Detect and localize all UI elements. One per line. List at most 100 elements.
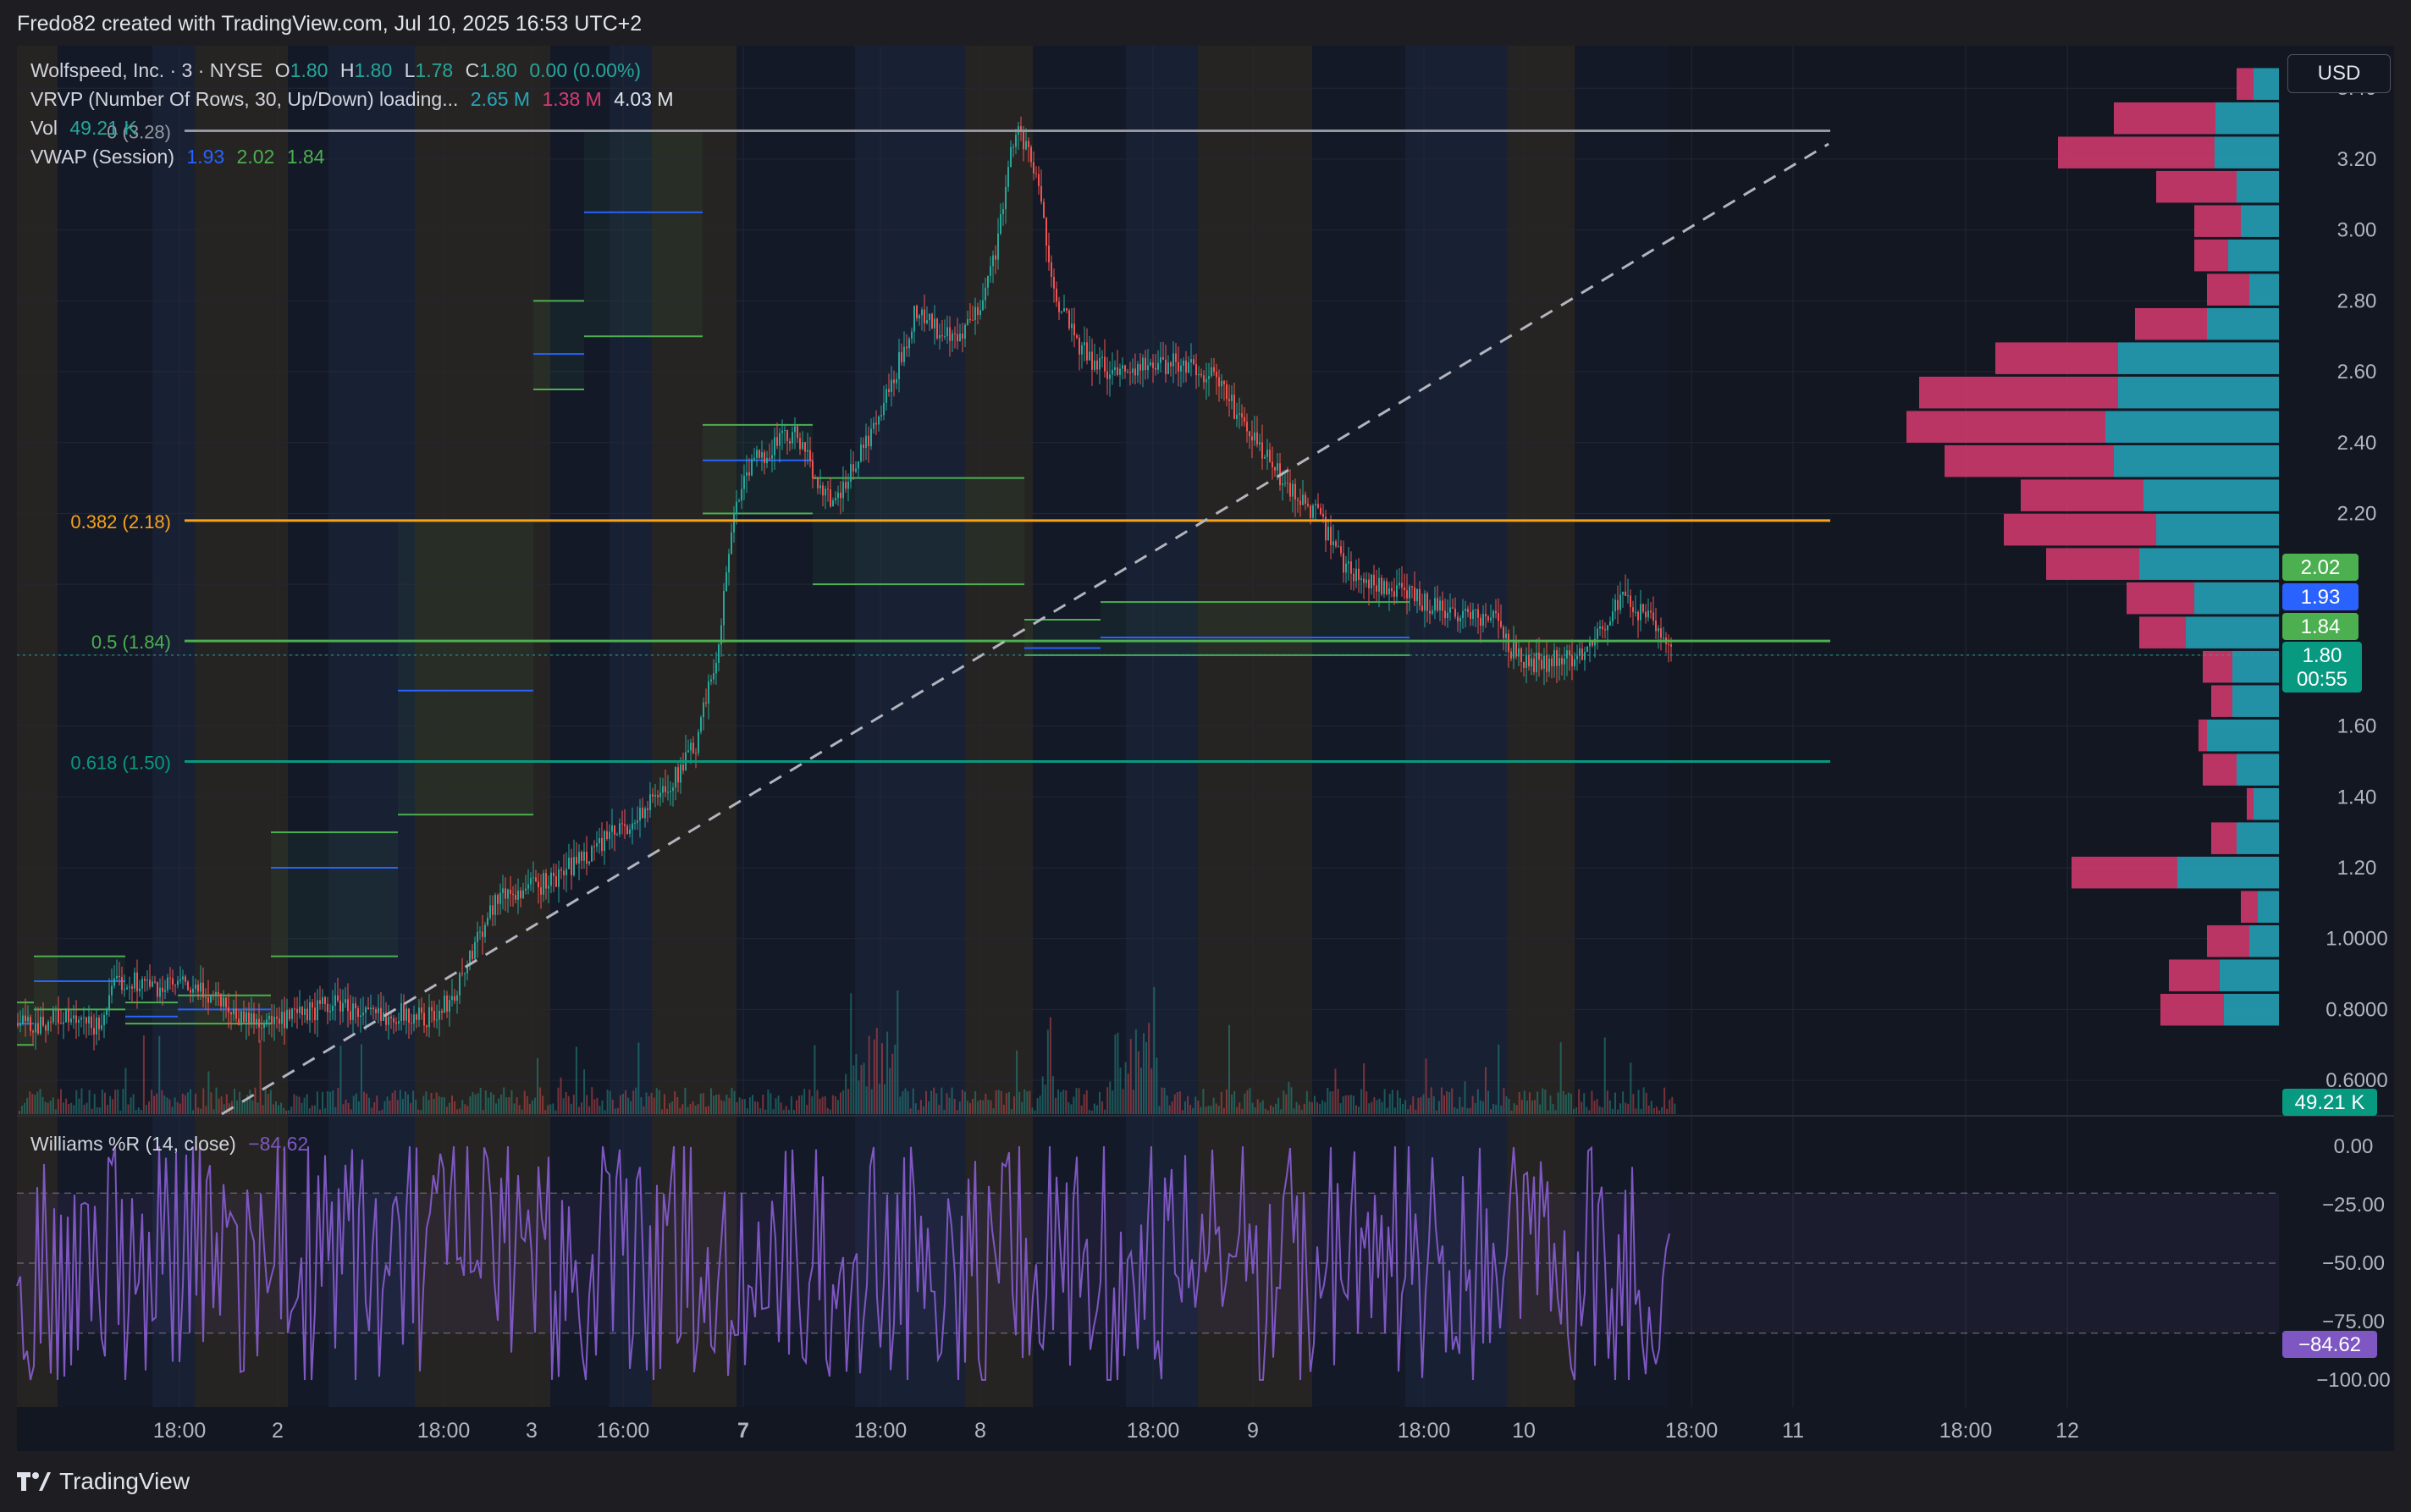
candle-body: [1150, 362, 1151, 366]
volume-bar: [1321, 1100, 1324, 1114]
volume-badge: 49.21 K: [2295, 1091, 2365, 1114]
volume-bar: [643, 1106, 645, 1114]
candle-body: [1652, 612, 1654, 621]
profile-down-bar: [2046, 548, 2139, 580]
candle-body: [1178, 361, 1179, 372]
volume-bar: [88, 1090, 91, 1114]
candle-body: [327, 1003, 328, 1013]
vwap-legend[interactable]: VWAP (Session) 1.93 2.02 1.84: [30, 146, 331, 168]
candle-body: [959, 334, 961, 342]
volume-bar: [459, 1108, 461, 1114]
volume-bar: [1652, 1107, 1655, 1114]
candle-body: [426, 1025, 428, 1028]
volume-bar: [161, 1090, 163, 1114]
volume-bar: [1495, 1105, 1498, 1114]
volume-bar: [798, 1095, 801, 1114]
volume-bar: [1093, 1103, 1095, 1114]
candle-body: [606, 830, 608, 840]
candle-body: [769, 458, 770, 460]
candle-body: [1553, 649, 1555, 666]
volume-bar: [1256, 1099, 1259, 1114]
candle-body: [370, 1007, 372, 1010]
volume-bar: [1156, 1057, 1158, 1114]
symbol-legend[interactable]: Wolfspeed, Inc. · 3 · NYSE O1.80 H1.80 L…: [30, 59, 648, 82]
candle-body: [1063, 308, 1065, 312]
candle-body: [98, 1017, 100, 1029]
currency-button[interactable]: USD: [2287, 54, 2391, 93]
volume-bar: [1661, 1107, 1663, 1114]
candle-body: [1002, 209, 1004, 214]
volume-bar: [381, 1109, 383, 1114]
candle-body: [484, 924, 486, 937]
vrvp-legend[interactable]: VRVP (Number Of Rows, 30, Up/Down) loadi…: [30, 88, 681, 111]
candle-body: [700, 717, 702, 732]
volume-bar: [557, 1087, 560, 1114]
candle-body: [230, 1012, 232, 1015]
candle-body: [334, 995, 336, 1006]
profile-up-bar: [2228, 239, 2279, 272]
volume-bar: [669, 1103, 671, 1114]
candle-body: [1447, 612, 1448, 619]
volume-bar: [1523, 1090, 1525, 1114]
volume-bar: [1163, 1087, 1166, 1114]
tradingview-logo[interactable]: TradingView: [17, 1468, 190, 1495]
candle-body: [1523, 661, 1525, 668]
candle-body: [1449, 607, 1451, 613]
vwap-bands: [17, 130, 1410, 1046]
volume-bar: [78, 1098, 80, 1114]
volume-bar: [604, 1110, 606, 1114]
candle-body: [642, 808, 643, 819]
candle-body: [1340, 546, 1342, 554]
candle-body: [1269, 450, 1271, 462]
volume-bar: [249, 1090, 251, 1114]
volume-bar: [928, 1101, 930, 1114]
candle-body: [1477, 609, 1479, 618]
volume-bar: [239, 1091, 241, 1114]
vrvp-up: 2.65 M: [470, 88, 531, 110]
candle-body: [487, 918, 488, 925]
volume-bar: [1640, 1108, 1642, 1114]
volume-bar: [1510, 1110, 1513, 1114]
candle-body: [845, 482, 847, 489]
volume-bar: [1060, 1091, 1062, 1114]
candle-body: [906, 346, 908, 349]
candle-body: [1419, 588, 1421, 606]
candle-body: [698, 731, 699, 753]
volume-bar: [1275, 1103, 1277, 1114]
volume-bar: [383, 1101, 386, 1114]
candle-body: [317, 1000, 318, 1021]
volume-bar: [627, 1097, 630, 1114]
volume-bar: [611, 1099, 614, 1114]
candle-body: [1536, 652, 1537, 672]
volume-bar: [461, 1100, 464, 1114]
volume-bar: [415, 1099, 417, 1114]
volume-bar: [495, 1103, 498, 1114]
candle-body: [1165, 359, 1167, 374]
candle-body: [1152, 362, 1154, 368]
candle-body: [111, 985, 113, 996]
candle-body: [659, 792, 661, 797]
volume-bar: [935, 1093, 938, 1114]
candle-body: [456, 995, 458, 1002]
x-tick-label: 18:00: [1127, 1419, 1180, 1443]
candle-body: [291, 1008, 293, 1019]
candle-body: [428, 1007, 430, 1028]
candle-body: [1429, 610, 1431, 614]
volume-bar: [1241, 1108, 1244, 1114]
candle-body: [263, 1024, 265, 1028]
candle-body: [1172, 353, 1174, 367]
williams-legend[interactable]: Williams %R (14, close) −84.62: [30, 1133, 315, 1156]
candle-body: [177, 980, 179, 985]
candle-body: [1472, 610, 1474, 620]
fib-label: 0.618 (1.50): [70, 752, 171, 773]
candle-body: [436, 1019, 438, 1021]
volume-bar: [575, 1046, 577, 1114]
candle-body: [543, 873, 544, 895]
volume-bar: [1520, 1100, 1523, 1114]
volume-bar: [205, 1106, 207, 1114]
volume-legend[interactable]: Vol 49.21 K: [30, 117, 144, 140]
candle-body: [1043, 201, 1045, 218]
volume-bar: [489, 1092, 492, 1114]
volume-bar: [1280, 1109, 1283, 1114]
